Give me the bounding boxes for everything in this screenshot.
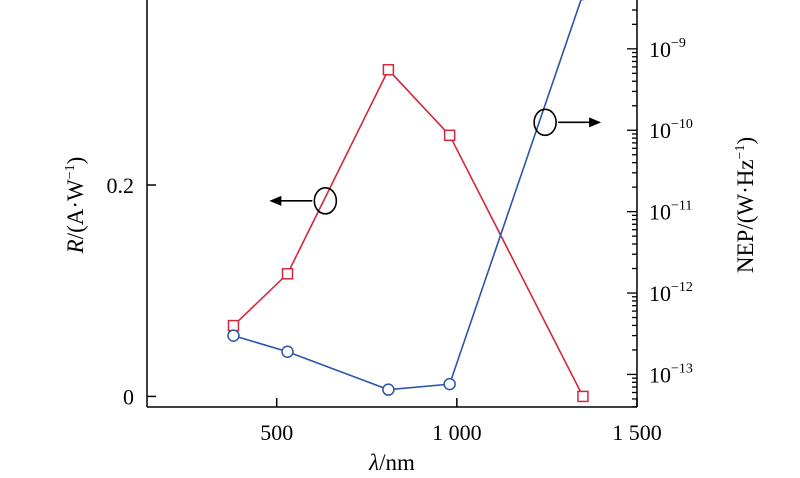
square-marker <box>382 64 395 76</box>
right-tick-label: 10−12 <box>649 280 693 306</box>
annotations <box>269 108 602 215</box>
right-axis-title: NEP/(W·Hz−1) <box>733 137 758 273</box>
x-tick-label: 1 500 <box>612 420 662 445</box>
left-axis-ticks: 00.2 <box>107 173 156 409</box>
annotation-arrow-head <box>269 195 282 206</box>
left-axis-title: R/(A·W−1) <box>63 157 88 255</box>
circle-marker <box>227 329 240 342</box>
x-tick-label: 1 000 <box>432 420 482 445</box>
circle-marker <box>281 345 294 358</box>
left-tick-label: 0.2 <box>107 173 135 198</box>
square-marker <box>281 268 294 280</box>
series-1-line <box>233 0 582 391</box>
series-lines <box>232 0 584 397</box>
x-axis-ticks: 500 1 000 1 500 <box>260 398 662 445</box>
circle-marker <box>443 377 456 391</box>
x-axis-title: λ/nm <box>368 450 415 475</box>
left-tick-label: 0 <box>123 384 134 409</box>
axes-frame <box>146 0 638 408</box>
annotation-arrow-head <box>589 117 602 128</box>
right-tick-label: 10−11 <box>649 199 692 225</box>
square-marker <box>227 319 240 332</box>
x-tick-label: 500 <box>260 420 293 445</box>
right-tick-label: 10−10 <box>649 117 693 143</box>
square-marker <box>577 390 589 403</box>
right-tick-label: 10−9 <box>649 36 686 62</box>
annotation-ellipse <box>313 187 338 215</box>
annotation-ellipse <box>533 108 557 137</box>
right-tick-label: 10−13 <box>649 361 693 387</box>
right-axis-ticks: 10−13 10−12 10−11 10−10 10−9 <box>627 9 693 408</box>
square-marker <box>443 129 456 142</box>
series-markers <box>227 0 589 403</box>
circle-marker <box>382 383 395 396</box>
